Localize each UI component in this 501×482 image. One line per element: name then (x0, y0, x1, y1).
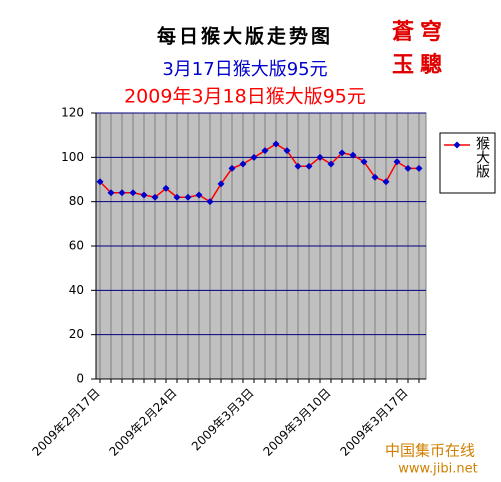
point (184, 193, 192, 201)
point (305, 162, 313, 170)
logo-line: 玉驄 (392, 52, 448, 78)
point (217, 180, 225, 188)
y-tick-label: 20 (69, 327, 84, 341)
point (327, 160, 335, 168)
point (107, 189, 115, 197)
y-tick-label: 100 (61, 150, 84, 164)
y-tick-label: 60 (69, 239, 84, 253)
point (415, 164, 423, 172)
point (283, 147, 291, 155)
point (129, 189, 137, 197)
logo-line: 蒼穹 (392, 19, 448, 45)
watermark: www.jibi.net (398, 462, 477, 477)
y-tick-label: 40 (69, 283, 84, 297)
point (118, 189, 126, 197)
point (360, 158, 368, 166)
legend-marker (453, 141, 461, 149)
point (316, 153, 324, 161)
point (206, 198, 214, 206)
point (382, 178, 390, 186)
y-tick-label: 120 (61, 106, 84, 120)
point (173, 193, 181, 201)
point (404, 164, 412, 172)
legend-label: 猴大版 (474, 136, 490, 179)
watermark: 中国集币在线 (385, 442, 475, 460)
subtitle: 3月17日猴大版95元 (162, 59, 327, 80)
point (250, 153, 258, 161)
point (393, 158, 401, 166)
point (371, 173, 379, 181)
point (228, 164, 236, 172)
point (195, 191, 203, 199)
point (239, 160, 247, 168)
y-tick-label: 0 (76, 372, 84, 386)
chart-title: 每日猴大版走势图 (157, 25, 333, 48)
legend-box (439, 132, 496, 194)
point (261, 147, 269, 155)
y-tick-label: 80 (69, 194, 84, 208)
point (338, 149, 346, 157)
point (140, 191, 148, 199)
point (294, 162, 302, 170)
point (272, 140, 280, 148)
point (349, 151, 357, 159)
point (162, 184, 170, 192)
annotation: 2009年3月18日猴大版95元 (124, 86, 366, 108)
point (96, 178, 104, 186)
point (151, 193, 159, 201)
